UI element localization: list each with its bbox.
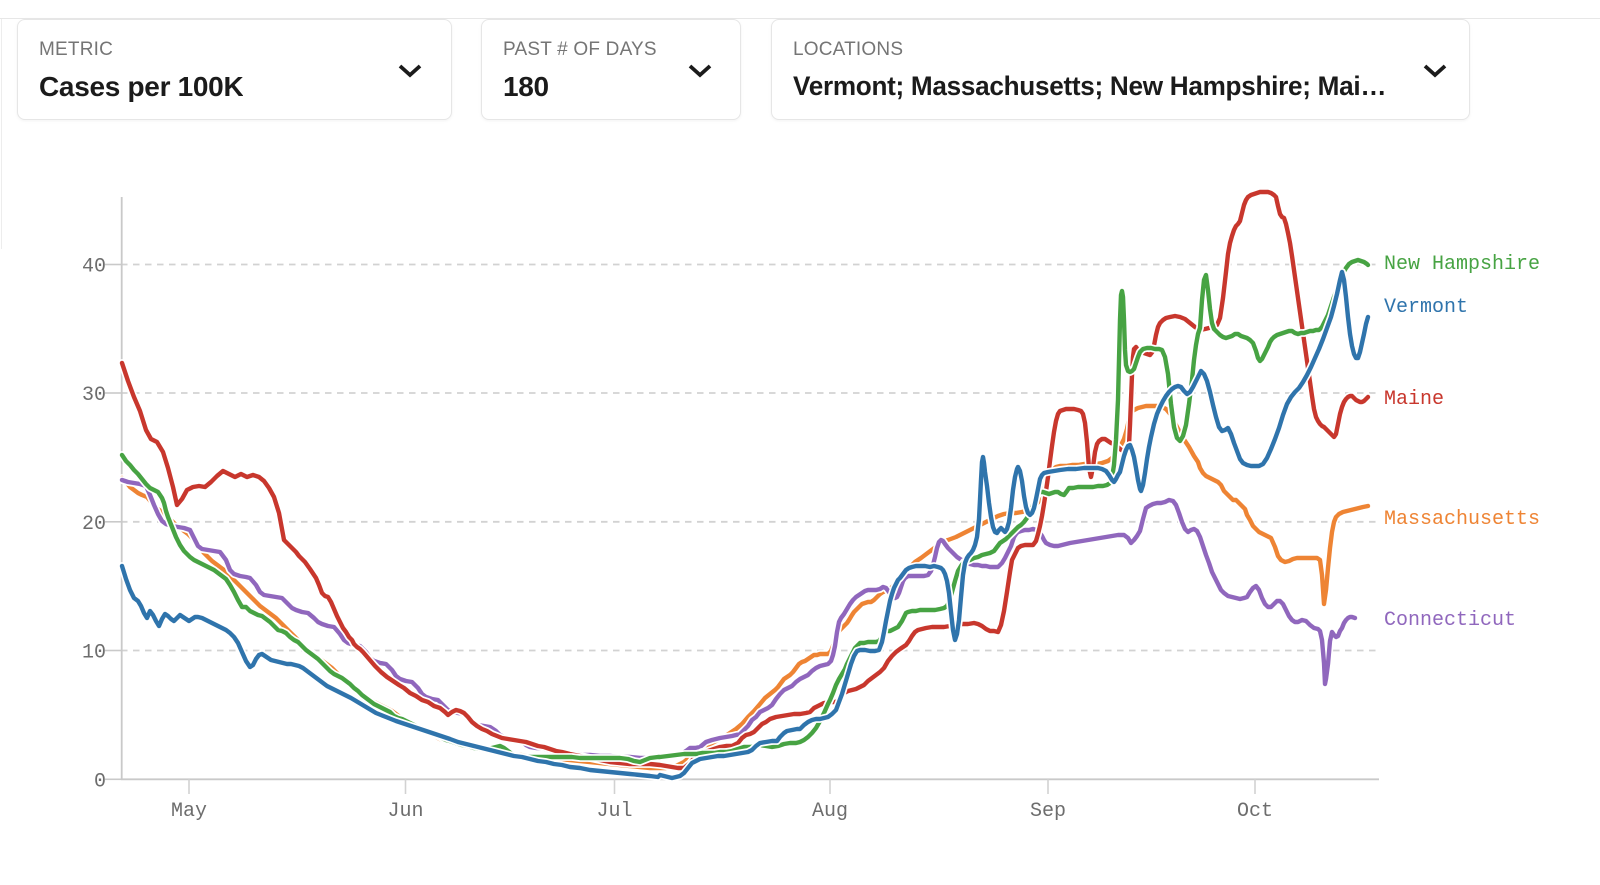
svg-text:0: 0 [94, 770, 106, 793]
svg-text:Oct: Oct [1237, 800, 1273, 823]
svg-text:Connecticut: Connecticut [1384, 609, 1516, 632]
svg-text:Jun: Jun [387, 800, 423, 823]
svg-text:Sep: Sep [1030, 800, 1066, 823]
svg-text:20: 20 [82, 513, 106, 536]
svg-text:Jul: Jul [596, 800, 632, 823]
svg-text:Maine: Maine [1384, 388, 1444, 411]
svg-text:10: 10 [82, 642, 106, 665]
svg-text:New Hampshire: New Hampshire [1384, 253, 1540, 276]
svg-text:40: 40 [82, 256, 106, 279]
svg-text:30: 30 [82, 384, 106, 407]
svg-text:May: May [171, 800, 207, 823]
svg-text:Vermont: Vermont [1384, 296, 1468, 319]
svg-text:Aug: Aug [812, 800, 848, 823]
svg-text:Massachusetts: Massachusetts [1384, 508, 1540, 531]
